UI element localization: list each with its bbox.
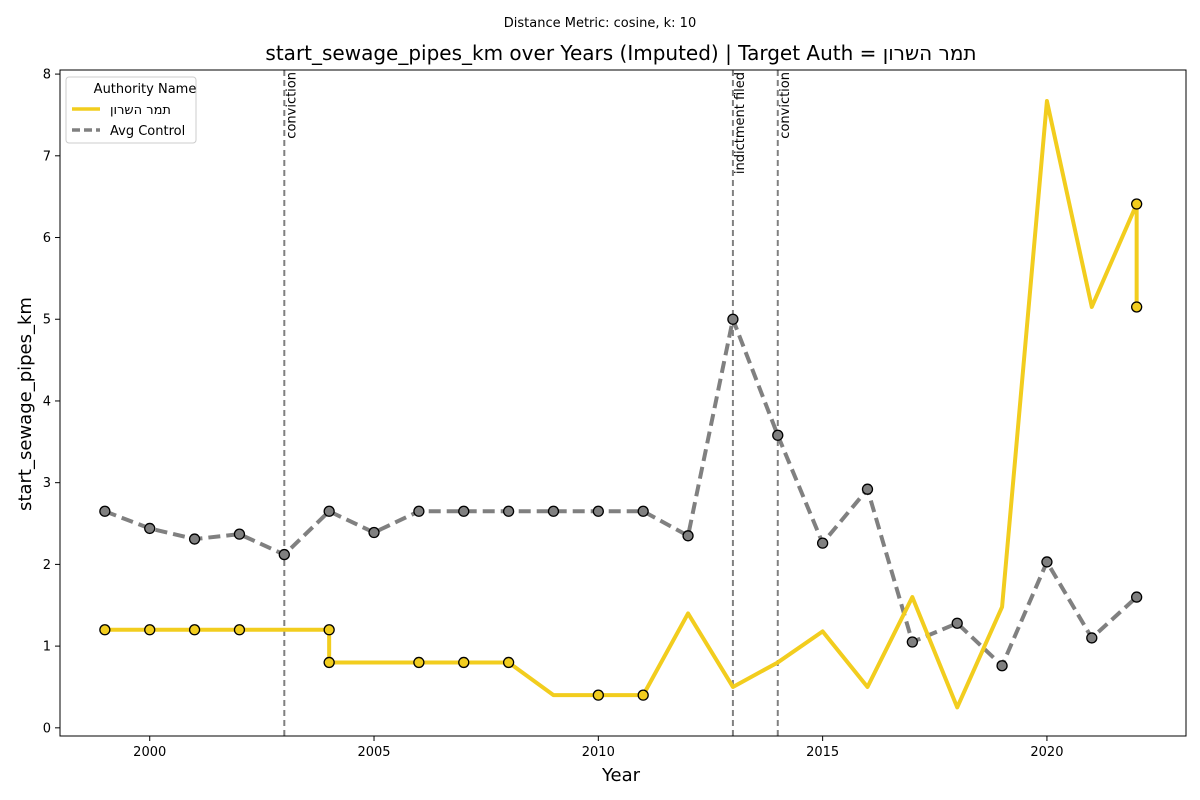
y-axis-label: start_sewage_pipes_km [15, 297, 36, 511]
plot-frame [59, 69, 1187, 737]
target-point [144, 624, 156, 636]
event-label: conviction [778, 72, 793, 139]
target-point [323, 656, 335, 669]
y-tick-label: 3 [43, 476, 51, 491]
legend-box [65, 76, 197, 144]
target-point [502, 656, 515, 669]
y-tick-label: 8 [43, 68, 51, 83]
y-tick-label: 0 [43, 721, 51, 736]
control-point [1041, 556, 1053, 568]
control-point [682, 530, 694, 542]
control-point [278, 548, 290, 561]
control-point [1131, 591, 1143, 603]
control-point [144, 522, 156, 535]
target-point [592, 689, 604, 701]
control-point [906, 636, 919, 648]
control-point [727, 313, 739, 325]
control-point [996, 660, 1008, 672]
target-point [233, 624, 246, 636]
chart-suptitle: Distance Metric: cosine, k: 10 [504, 16, 696, 31]
target-point [458, 656, 470, 669]
control-point [637, 505, 649, 517]
target-point [1131, 198, 1143, 210]
x-tick-label: 2015 [806, 745, 839, 760]
event-label: indictment filed [733, 72, 748, 174]
event-label: conviction [284, 72, 299, 139]
control-point [502, 505, 515, 517]
control-point [547, 505, 560, 517]
legend: Authority Name תמר השרון Avg Control [65, 76, 197, 144]
x-tick-label: 2000 [133, 745, 166, 760]
control-point [951, 617, 963, 629]
control-point [368, 526, 380, 539]
legend-label-control: Avg Control [110, 124, 185, 139]
target-point [413, 656, 425, 669]
control-point [233, 528, 246, 540]
control-point [772, 429, 784, 441]
control-point [323, 505, 335, 517]
target-point [1131, 301, 1143, 313]
control-point [413, 505, 425, 517]
target-point [99, 624, 111, 636]
control-point [592, 505, 604, 517]
x-tick-label: 2005 [357, 745, 390, 760]
y-tick-label: 5 [43, 313, 51, 328]
target-point [188, 624, 201, 636]
x-tick-label: 2020 [1030, 745, 1063, 760]
legend-title: Authority Name [94, 82, 197, 97]
control-point [861, 483, 874, 495]
control-point [816, 537, 829, 549]
control-point [99, 505, 111, 517]
target-point [637, 689, 649, 701]
y-tick-label: 2 [43, 558, 51, 573]
control-point [1086, 632, 1098, 644]
y-tick-label: 7 [43, 149, 51, 164]
series-line-target [104, 99, 1139, 710]
y-tick-label: 1 [43, 640, 51, 655]
y-tick-label: 6 [43, 231, 51, 246]
control-point [458, 505, 470, 517]
control-point [188, 533, 201, 545]
legend-label-target: תמר השרון [110, 103, 171, 118]
chart-title: start_sewage_pipes_km over Years (Impute… [265, 41, 976, 65]
x-axis-label: Year [601, 765, 641, 786]
y-tick-label: 4 [43, 394, 51, 409]
x-tick-label: 2010 [582, 745, 615, 760]
target-point [323, 624, 335, 636]
series-line-control [104, 317, 1138, 668]
